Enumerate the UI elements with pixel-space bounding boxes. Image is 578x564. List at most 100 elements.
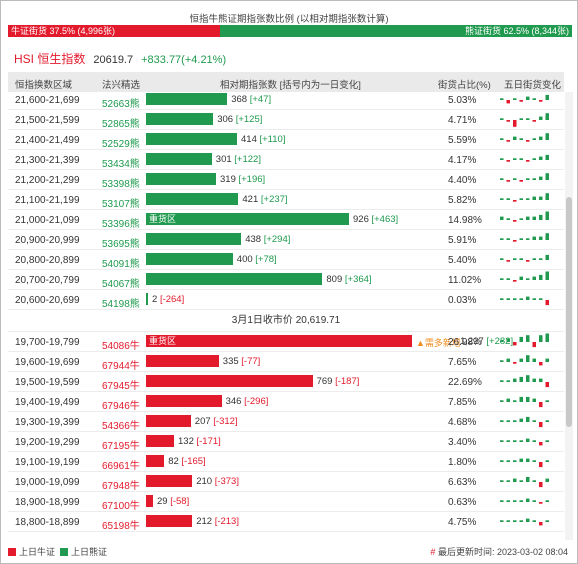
range-cell: 19,100-19,199 — [15, 457, 80, 468]
mini-bar — [526, 216, 530, 220]
cbbc-code-link[interactable]: 54366牛 — [102, 421, 140, 432]
mini-bar — [545, 113, 549, 120]
bull-row[interactable]: 19,500-19,599 67945牛 769 [-187] 22.69% — [8, 372, 564, 392]
mini-bar — [539, 442, 543, 446]
heavy-zone-label: 重货区 — [149, 336, 177, 346]
cbbc-code-link[interactable]: 67948牛 — [102, 481, 140, 492]
bear-row[interactable]: 20,700-20,799 54067熊 809 [+364] 11.02% — [8, 270, 564, 290]
mini-bar — [513, 158, 517, 160]
bull-row[interactable]: 18,800-18,899 65198牛 212 [-213] 4.75% — [8, 512, 564, 532]
cbbc-code-link[interactable]: 53434熊 — [102, 159, 140, 170]
mini-bar — [539, 136, 543, 140]
mini-bar — [506, 480, 510, 482]
street-percent-cell: 4.17% — [448, 155, 477, 166]
mini-bar — [539, 422, 543, 428]
bear-swatch-icon — [60, 547, 68, 556]
street-percent-cell: 4.75% — [448, 517, 477, 528]
street-percent-cell: 7.65% — [448, 357, 477, 368]
mini-bar — [500, 298, 504, 300]
mini-bar — [513, 362, 517, 364]
mini-bar — [500, 198, 504, 200]
mini-bar — [519, 100, 523, 102]
cbbc-code-link[interactable]: 65198牛 — [102, 521, 140, 532]
count-cell: 2 [-264] — [152, 294, 185, 305]
cbbc-code-link[interactable]: 66961牛 — [102, 461, 140, 472]
cbbc-code-link[interactable]: 54091熊 — [102, 259, 140, 270]
cbbc-code-link[interactable]: 54086牛 — [102, 341, 140, 352]
cbbc-code-link[interactable]: 67946牛 — [102, 401, 140, 412]
mini-bar — [519, 440, 523, 442]
street-percent-cell: 4.40% — [448, 175, 477, 186]
mini-bar — [513, 298, 517, 300]
bear-row[interactable]: 20,600-20,699 54198熊 2 [-264] 0.03% — [8, 290, 564, 310]
cbbc-code-link[interactable]: 53107熊 — [102, 199, 140, 210]
street-percent-cell: 5.91% — [448, 235, 477, 246]
mini-bar — [506, 398, 510, 402]
mini-bar — [526, 198, 530, 200]
mini-bar — [506, 520, 510, 522]
mini-bar — [526, 498, 530, 502]
cbbc-code-link[interactable]: 67944牛 — [102, 361, 140, 372]
bull-row[interactable]: 19,100-19,199 66961牛 82 [-165] 1.80% — [8, 452, 564, 472]
mini-bar — [506, 140, 510, 142]
bull-row[interactable]: 18,900-18,999 67100牛 29 [-58] 0.63% — [8, 492, 564, 512]
bear-row[interactable]: 20,800-20,899 54091熊 400 [+78] 5.40% — [8, 250, 564, 270]
cbbc-code-link[interactable]: 67100牛 — [102, 501, 140, 512]
cbbc-table[interactable]: 21,600-21,699 52663熊 368 [+47] 5.03% 21,500-… — [8, 92, 564, 540]
mini-bar — [500, 440, 504, 442]
cbbc-code-link[interactable]: 54067熊 — [102, 279, 140, 290]
street-percent-cell: 26.98% — [448, 337, 482, 348]
cbbc-code-link[interactable]: 54198熊 — [102, 299, 140, 310]
bull-row[interactable]: 19,300-19,399 54366牛 207 [-312] 4.68% — [8, 412, 564, 432]
cbbc-code-link[interactable]: 67945牛 — [102, 381, 140, 392]
five-day-mini-chart — [500, 458, 549, 468]
bear-row[interactable]: 20,900-20,999 53695熊 438 [+294] 5.91% — [8, 230, 564, 250]
table-scrollbar[interactable] — [565, 92, 573, 540]
bear-row[interactable]: 21,600-21,699 52663熊 368 [+47] 5.03% — [8, 92, 564, 110]
mini-bar — [513, 500, 517, 502]
bear-row[interactable]: 21,500-21,599 52865熊 306 [+125] 4.71% — [8, 110, 564, 130]
bull-row[interactable]: 19,200-19,299 67195牛 132 [-171] 3.40% — [8, 432, 564, 452]
mini-bar — [532, 342, 536, 348]
bear-row[interactable]: 21,100-21,199 53107熊 421 [+237] 5.82% — [8, 190, 564, 210]
bull-row[interactable]: 19,600-19,699 67944牛 335 [-77] 7.65% — [8, 352, 564, 372]
count-cell: 82 [-165] — [168, 456, 206, 467]
bull-row[interactable]: 19,400-19,499 67946牛 346 [-296] 7.85% — [8, 392, 564, 412]
street-percent-cell: 5.59% — [448, 135, 477, 146]
mini-bar — [506, 440, 510, 442]
cbbc-code-link[interactable]: 67195牛 — [102, 441, 140, 452]
header-range: 恒指换数区域 — [15, 80, 73, 91]
bear-row[interactable]: 21,300-21,399 53434熊 301 [+122] 4.17% — [8, 150, 564, 170]
five-day-mini-chart — [500, 498, 549, 504]
mini-bar — [500, 216, 504, 220]
cbbc-code-link[interactable]: 53695熊 — [102, 239, 140, 250]
bear-row[interactable]: 21,000-21,099 53396熊 重货区 926 [+463] 14.98% — [8, 210, 564, 230]
bear-row[interactable]: 21,200-21,299 53398熊 319 [+196] 4.40% — [8, 170, 564, 190]
mini-bar — [526, 140, 530, 142]
bear-row[interactable]: 21,400-21,499 52529熊 414 [+110] 5.59% — [8, 130, 564, 150]
mini-bar — [539, 196, 543, 200]
range-cell: 21,600-21,699 — [15, 95, 80, 106]
bull-row[interactable]: 19,000-19,099 67948牛 210 [-373] 6.63% — [8, 472, 564, 492]
mini-bar — [500, 520, 504, 522]
five-day-mini-chart — [500, 113, 549, 127]
mini-bar — [545, 300, 549, 306]
mini-bar — [526, 238, 530, 240]
mini-bar — [526, 476, 530, 482]
street-percent-cell: 5.03% — [448, 95, 477, 106]
mini-bar — [545, 382, 549, 388]
mini-bar — [506, 120, 510, 122]
mini-bar — [545, 233, 549, 240]
mini-bar — [519, 458, 523, 462]
cbbc-code-link[interactable]: 53396熊 — [102, 219, 140, 230]
mini-bar — [506, 460, 510, 462]
bull-row[interactable]: 19,700-19,799 54086牛 重货区 ▲需多新增 1,227 [+282] 2… — [8, 332, 564, 352]
scrollbar-thumb[interactable] — [566, 197, 572, 427]
cbbc-code-link[interactable]: 52663熊 — [102, 99, 140, 110]
cbbc-code-link[interactable]: 52865熊 — [102, 119, 140, 130]
five-day-mini-chart — [500, 271, 549, 282]
cbbc-code-link[interactable]: 53398熊 — [102, 179, 140, 190]
cbbc-code-link[interactable]: 52529熊 — [102, 139, 140, 150]
mini-bar — [513, 342, 517, 346]
mini-bar — [500, 178, 504, 180]
